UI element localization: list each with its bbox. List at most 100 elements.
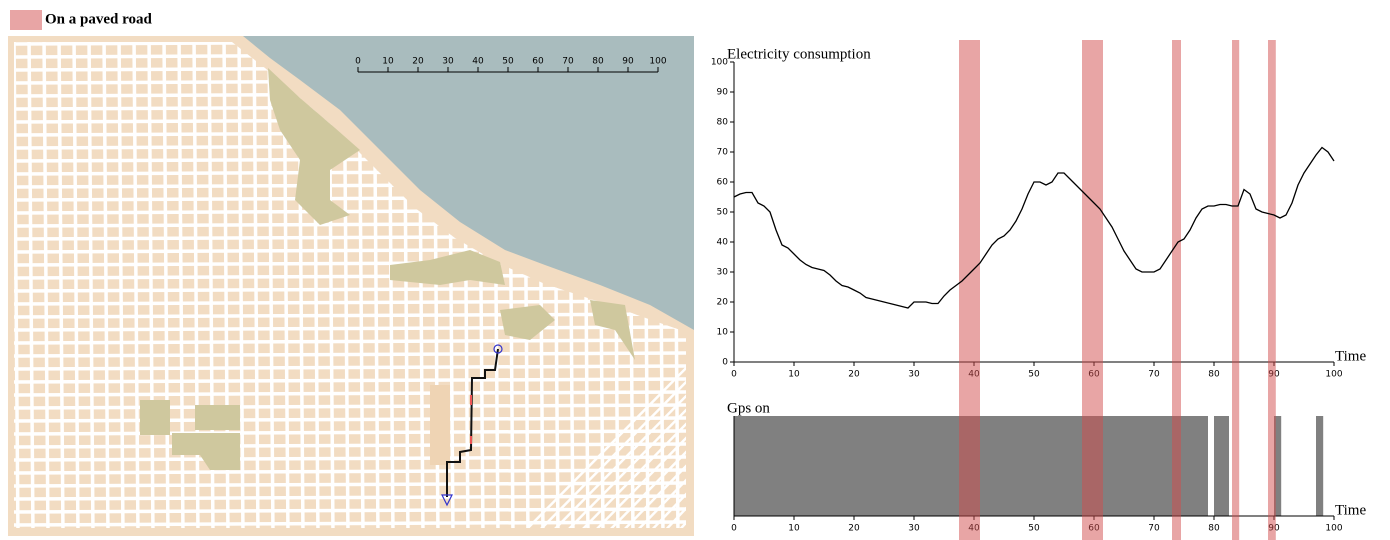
street bbox=[561, 401, 686, 528]
paved-band bbox=[959, 40, 980, 540]
street bbox=[533, 373, 686, 528]
parks bbox=[140, 68, 635, 470]
x-tick-label: 10 bbox=[788, 370, 800, 380]
x-tick-label: 20 bbox=[848, 524, 860, 534]
y-axis-label: Electricity consumption bbox=[727, 46, 871, 62]
y-tick-label: 60 bbox=[717, 178, 729, 188]
street bbox=[14, 299, 686, 306]
street bbox=[147, 42, 155, 528]
scale-label: 70 bbox=[562, 57, 574, 67]
street bbox=[519, 359, 686, 528]
street bbox=[27, 42, 35, 528]
paved-band bbox=[1232, 40, 1240, 540]
street bbox=[14, 42, 20, 528]
street bbox=[42, 42, 50, 528]
y-tick-label: 10 bbox=[717, 328, 729, 338]
gps-interval bbox=[1316, 416, 1324, 516]
x-tick-label: 50 bbox=[1028, 370, 1040, 380]
x-tick-label: 50 bbox=[1028, 524, 1040, 534]
street bbox=[14, 468, 686, 475]
paved-band bbox=[1268, 40, 1276, 540]
street bbox=[132, 42, 140, 528]
y-tick-label: 0 bbox=[722, 358, 728, 368]
street bbox=[57, 42, 65, 528]
street bbox=[117, 42, 125, 528]
streets bbox=[14, 42, 686, 528]
scale-label: 80 bbox=[592, 57, 604, 67]
x-tick-label: 80 bbox=[1208, 524, 1220, 534]
scale-label: 100 bbox=[649, 57, 666, 67]
route-end bbox=[441, 494, 453, 507]
street bbox=[14, 403, 686, 410]
y-tick-label: 30 bbox=[717, 268, 729, 278]
x-tick-label: 20 bbox=[848, 370, 860, 380]
street bbox=[589, 429, 686, 528]
street bbox=[72, 42, 80, 528]
scale-label: 60 bbox=[532, 57, 544, 67]
y-tick-label: 100 bbox=[711, 58, 728, 68]
x-tick-label: 100 bbox=[1325, 370, 1342, 380]
street bbox=[14, 455, 686, 462]
x-tick-label: 70 bbox=[1148, 524, 1160, 534]
consumption-line bbox=[733, 146, 1335, 309]
street bbox=[14, 520, 686, 527]
scale-label: 40 bbox=[472, 57, 484, 67]
x-tick-label: 70 bbox=[1148, 370, 1160, 380]
street bbox=[87, 42, 95, 528]
legend-swatch bbox=[10, 10, 42, 30]
x-tick-label: 100 bbox=[1325, 524, 1342, 534]
route-start bbox=[493, 344, 503, 354]
x-axis-label: Time bbox=[1335, 502, 1366, 518]
x-tick-label: 0 bbox=[731, 524, 737, 534]
scale-label: 50 bbox=[502, 57, 514, 67]
y-tick-label: 70 bbox=[717, 148, 729, 158]
street bbox=[673, 513, 686, 528]
street bbox=[14, 416, 686, 423]
street bbox=[617, 457, 686, 528]
scale-label: 20 bbox=[412, 57, 424, 67]
street bbox=[14, 481, 686, 488]
y-tick-label: 20 bbox=[717, 298, 729, 308]
map-sea bbox=[243, 36, 694, 330]
x-tick-label: 30 bbox=[908, 524, 920, 534]
street bbox=[14, 364, 686, 371]
street bbox=[14, 377, 686, 384]
y-tick-label: 40 bbox=[717, 238, 729, 248]
street bbox=[547, 387, 686, 528]
street bbox=[14, 429, 686, 436]
x-axis-label: Time bbox=[1335, 348, 1366, 364]
street bbox=[14, 390, 686, 397]
paved-band bbox=[1172, 40, 1181, 540]
scale-label: 10 bbox=[382, 57, 394, 67]
street bbox=[14, 351, 686, 358]
street bbox=[575, 415, 686, 528]
route bbox=[446, 348, 499, 497]
street bbox=[102, 42, 110, 528]
paved-band bbox=[1082, 40, 1103, 540]
x-tick-label: 80 bbox=[1208, 370, 1220, 380]
map: 0 10 20 30 40 50 60 70 80 90 100 bbox=[8, 36, 694, 536]
street bbox=[14, 494, 686, 501]
gps-interval bbox=[1274, 416, 1282, 516]
charts: Gps on0102030405060708090100Time01020304… bbox=[711, 40, 1366, 540]
street bbox=[645, 485, 686, 528]
scale-bar: 0 10 20 30 40 50 60 70 80 90 100 bbox=[355, 57, 667, 73]
x-tick-label: 10 bbox=[788, 524, 800, 534]
street bbox=[631, 471, 686, 528]
gps-interval bbox=[1214, 416, 1229, 516]
legend-label: On a paved road bbox=[45, 11, 152, 27]
street bbox=[14, 338, 686, 345]
x-tick-label: 30 bbox=[908, 370, 920, 380]
scale-label: 90 bbox=[622, 57, 634, 67]
street bbox=[659, 499, 686, 528]
scale-label: 30 bbox=[442, 57, 454, 67]
y-tick-label: 90 bbox=[717, 88, 729, 98]
street bbox=[603, 443, 686, 528]
street bbox=[14, 507, 686, 514]
street bbox=[14, 325, 686, 332]
street bbox=[162, 42, 170, 528]
y-tick-label: 50 bbox=[717, 208, 729, 218]
street bbox=[14, 312, 686, 319]
y-axis-label: Gps on bbox=[727, 400, 770, 416]
